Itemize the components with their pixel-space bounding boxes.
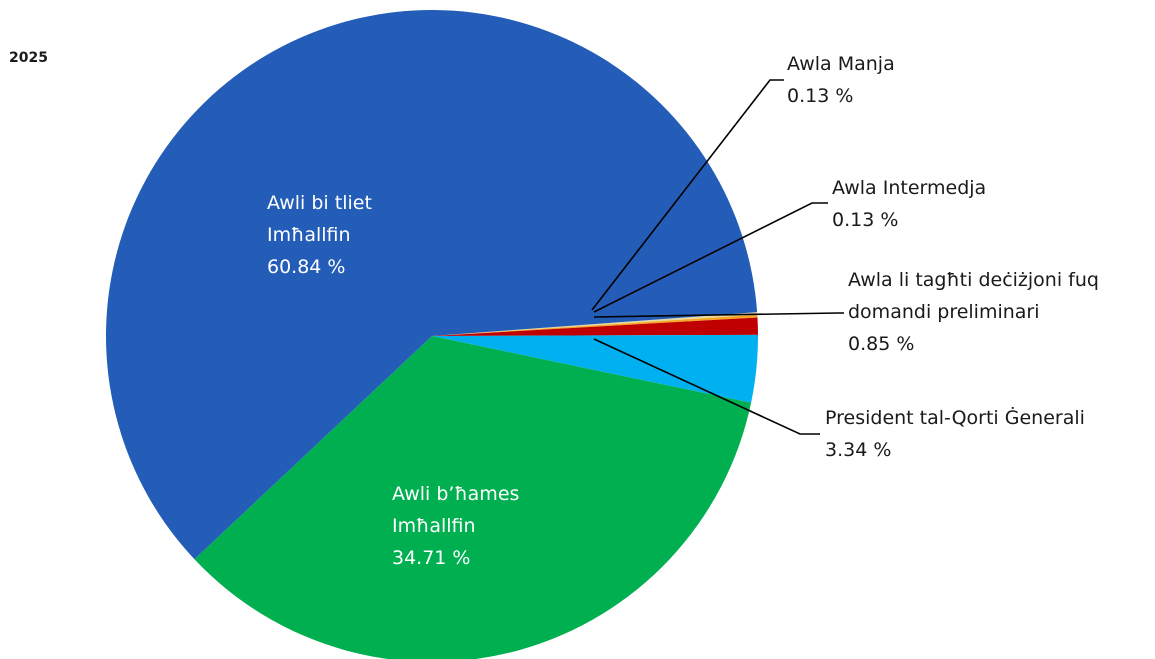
slice-name-label: Awla Intermedja [832,177,986,199]
leader-line [591,79,784,311]
pie-slice [432,312,758,336]
slice-label: Awla Manja 0.13 % [787,53,895,107]
pie-slice [432,317,758,336]
slice-label: Awli b’ħames Imħallfin 34.71 % [392,483,519,569]
leader-line [593,312,844,318]
pie-slice [432,314,758,336]
slice-name-label: Awli b’ħames [392,483,519,505]
slice-label: Awla Intermedja 0.13 % [832,177,986,231]
slice-name-label: President tal-Qorti Ġenerali [825,406,1085,429]
slice-label: Awli bi tliet Imħallfin 60.84 % [267,192,372,278]
slice-name-label: domandi preliminari [848,301,1040,323]
slice-name-label: Awli bi tliet [267,192,372,214]
slice-value-label: 60.84 % [267,256,346,278]
pie-slice [194,336,752,659]
slice-name-label: Awla Manja [787,53,895,75]
slice-value-label: 3.34 % [825,439,891,461]
slice-label: Awla li tagħti deċiżjoni fuq domandi prel… [848,269,1099,355]
slice-label: President tal-Qorti Ġenerali 3.34 % [825,406,1085,461]
leader-line [593,338,820,435]
pie-slice [432,334,759,403]
slice-name-label: Imħallfin [392,515,476,537]
slice-value-label: 0.13 % [787,85,853,107]
chart-title: 2025 [9,50,48,66]
slice-value-label: 0.85 % [848,333,914,355]
slice-name-label: Awla li tagħti deċiżjoni fuq [848,269,1099,291]
slice-value-label: 34.71 % [392,547,471,569]
leader-lines [591,79,844,435]
pie-slice [105,9,758,560]
slice-labels: Awla Manja 0.13 %Awla Intermedja 0.13 %Awl… [267,53,1099,569]
slice-name-label: Imħallfin [267,224,351,246]
pie-slices [105,9,759,659]
leader-line [593,202,828,313]
slice-value-label: 0.13 % [832,209,898,231]
